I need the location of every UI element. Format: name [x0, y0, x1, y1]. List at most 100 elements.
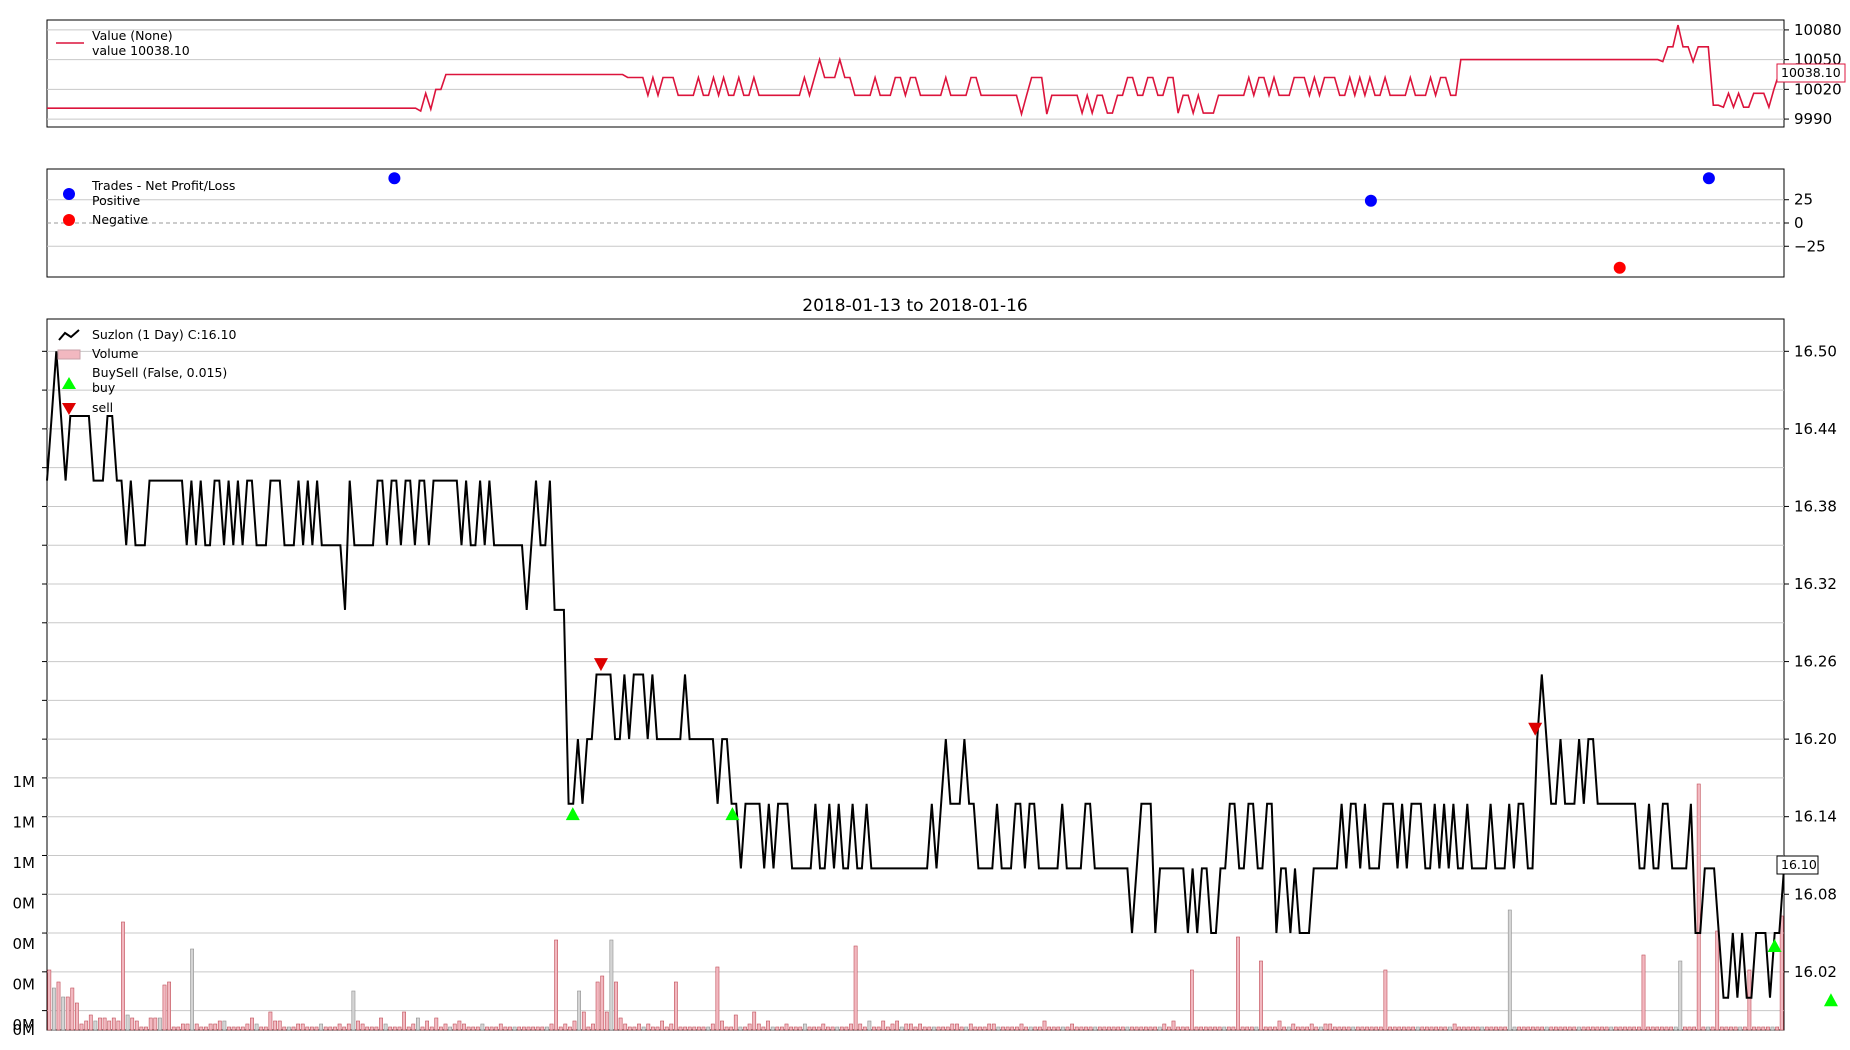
volume-bar	[1457, 1026, 1462, 1031]
volume-bar	[1402, 1026, 1406, 1031]
volume-bar	[1056, 1026, 1061, 1031]
value-legend-title: Value (None)	[92, 28, 173, 43]
price-tick-label: 16.02	[1794, 963, 1837, 981]
volume-bar	[1374, 1026, 1379, 1031]
volume-bar	[1650, 1026, 1655, 1031]
volume-bar	[761, 1026, 766, 1031]
volume-bar	[991, 1023, 996, 1031]
volume-bar	[134, 1020, 139, 1031]
volume-bar	[531, 1026, 536, 1031]
volume-bar	[369, 1026, 374, 1031]
volume-bar	[47, 969, 52, 1031]
volume-bar	[70, 987, 75, 1031]
price-panel-frame	[46, 318, 1785, 1031]
volume-bar	[1028, 1026, 1033, 1031]
volume-bar	[706, 1026, 711, 1031]
price-last-tag: 16.10	[1776, 855, 1819, 875]
volume-bar	[945, 1026, 950, 1031]
price-last-tag-text: 16.10	[1781, 857, 1817, 872]
volume-bar	[1535, 1026, 1540, 1031]
volume-bar	[1019, 1023, 1024, 1031]
volume-bar	[1710, 1026, 1715, 1031]
volume-bar	[1061, 1026, 1065, 1031]
volume-bar	[1618, 1026, 1623, 1031]
volume-bar	[1116, 1026, 1121, 1031]
volume-bar	[1038, 1026, 1042, 1031]
volume-bar	[65, 996, 70, 1031]
volume-bar	[1042, 1020, 1047, 1031]
volume-bar	[1719, 1026, 1724, 1031]
volume-bar	[609, 939, 614, 1031]
trades-tick-label: 25	[1794, 191, 1813, 209]
volume-bar	[1365, 1026, 1369, 1031]
volume-bar	[517, 1026, 522, 1031]
volume-bar	[305, 1026, 310, 1031]
volume-bar	[1609, 1026, 1614, 1031]
sell-marker	[593, 658, 608, 672]
volume-bar	[1079, 1026, 1084, 1031]
volume-bar	[462, 1023, 466, 1031]
volume-bar	[1051, 1026, 1056, 1031]
volume-bar	[194, 1023, 199, 1031]
volume-bar	[1001, 1026, 1005, 1031]
volume-bar	[1093, 1026, 1098, 1031]
volume-bar	[190, 948, 195, 1031]
price-tick-label: 16.50	[1794, 342, 1837, 360]
volume-bar	[93, 1020, 98, 1031]
volume-bar	[1604, 1026, 1609, 1031]
value-series-line	[47, 24, 1785, 118]
volume-bar	[1452, 1023, 1457, 1031]
volume-bar	[1144, 1026, 1148, 1031]
volume-bar	[291, 1026, 296, 1031]
volume-bar	[964, 1026, 969, 1031]
volume-bar	[955, 1023, 959, 1031]
volume-bar	[1208, 1026, 1213, 1031]
volume-bar	[738, 1026, 743, 1031]
price-series-line	[46, 351, 1785, 999]
volume-bar	[1102, 1026, 1107, 1031]
volume-bar	[388, 1026, 393, 1031]
volume-bar	[775, 1026, 780, 1031]
volume-bar	[158, 1017, 162, 1031]
volume-bar	[908, 1023, 913, 1031]
volume-bar	[328, 1026, 333, 1031]
volume-bar	[1314, 1026, 1319, 1031]
volume-bar	[1157, 1026, 1162, 1031]
volume-bar	[1531, 1026, 1535, 1031]
volume-bar	[1480, 1026, 1485, 1031]
volume-bar	[1471, 1026, 1475, 1031]
volume-bar	[807, 1026, 812, 1031]
volume-bar	[1770, 1026, 1775, 1031]
volume-bar	[1097, 1026, 1102, 1031]
volume-bar	[544, 1026, 549, 1031]
volume-bar	[710, 1023, 715, 1031]
volume-bar	[466, 1026, 471, 1031]
volume-bar	[927, 1026, 932, 1031]
volume-bar	[521, 1026, 526, 1031]
volume-bar	[61, 996, 66, 1031]
volume-bar	[162, 984, 167, 1031]
volume-bar	[1696, 783, 1701, 1031]
volume-bar	[1323, 1023, 1328, 1031]
volume-bar	[296, 1023, 301, 1031]
volume-bar	[558, 1026, 563, 1031]
volume-bar	[669, 1023, 674, 1031]
volume-bar	[1761, 1026, 1766, 1031]
sell-markers	[593, 658, 1543, 736]
volume-bar	[425, 1020, 430, 1031]
volume-bar	[236, 1026, 241, 1031]
volume-bar	[724, 1026, 729, 1031]
volume-bar	[1139, 1026, 1144, 1031]
volume-bar	[1425, 1026, 1429, 1031]
volume-bar	[1346, 1026, 1351, 1031]
volume-bar	[1655, 1026, 1660, 1031]
volume-bar	[494, 1026, 499, 1031]
volume-bar	[1411, 1026, 1416, 1031]
volume-bar	[176, 1026, 181, 1031]
volume-bar	[1742, 1026, 1747, 1031]
trades-points	[388, 172, 1715, 274]
volume-bar	[904, 1023, 909, 1031]
price-legend-title: Suzlon (1 Day) C:16.10	[92, 327, 237, 342]
volume-tick-label: 1M	[13, 814, 36, 832]
volume-bar	[277, 1020, 282, 1031]
